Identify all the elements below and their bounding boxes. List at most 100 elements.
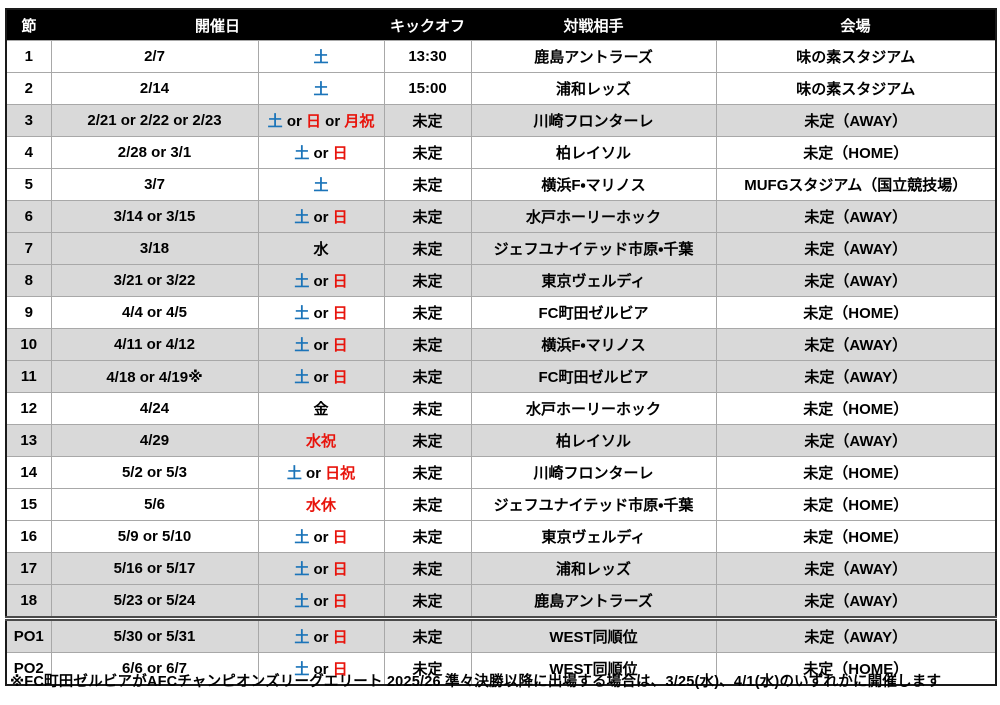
venue-cell: 未定（AWAY） [715,328,997,361]
round-cell: 1 [5,40,52,73]
day-of-week-text: 土 [294,593,310,610]
kickoff-cell: 13:30 [383,40,472,73]
date-cell: 4/4 or 4/5 [50,296,259,329]
opponent-cell: 川崎フロンターレ [470,456,717,489]
kickoff-cell: 未定 [383,360,472,393]
day-of-week-text: 日 [332,145,348,162]
round-cell: 10 [5,328,52,361]
day-cell: 土 or 日 [257,200,385,233]
day-of-week-text: 金 [313,401,329,418]
venue-cell: 味の素スタジアム [715,40,997,73]
venue-cell: 未定（AWAY） [715,552,997,585]
round-cell: 3 [5,104,52,137]
kickoff-cell: 未定 [383,136,472,169]
day-of-week-text: or [309,369,333,386]
round-cell: 4 [5,136,52,169]
date-cell: 2/7 [50,40,259,73]
venue-cell: 未定（HOME） [715,520,997,553]
day-cell: 土 [257,72,385,105]
day-cell: 土 [257,40,385,73]
table-row: 14 5/2 or 5/3 土 or 日祝 未定 川崎フロンターレ 未定（HOME） [5,456,997,489]
day-of-week-text: 日 [332,561,348,578]
round-cell: PO2 [5,652,52,686]
date-cell: 4/11 or 4/12 [50,328,259,361]
date-cell: 6/6 or 6/7 [50,652,259,686]
day-of-week-text: 土 [294,273,310,290]
table-row: 17 5/16 or 5/17 土 or 日未定 浦和レッズ 未定（AWAY） [5,552,997,585]
venue-cell: 未定（AWAY） [715,200,997,233]
kickoff-cell: 未定 [383,328,472,361]
table-row: 8 3/21 or 3/22 土 or 日未定 東京ヴェルディ 未定（AWAY） [5,264,997,297]
day-of-week-text: 土 [294,561,310,578]
date-cell: 5/9 or 5/10 [50,520,259,553]
day-of-week-text: or [309,561,333,578]
day-cell: 水 [257,232,385,265]
date-cell: 5/6 [50,488,259,521]
table-body: 1 2/7 土 13:30 鹿島アントラーズ 味の素スタジアム 2 2/14 土 15:00 浦和レ… [5,40,997,686]
kickoff-cell: 未定 [383,456,472,489]
table-header-row: 節 開催日 キックオフ 対戦相手 会場 [6,9,997,41]
day-of-week-text: 日 [332,661,348,678]
round-cell: PO1 [5,616,52,653]
day-of-week-text: or [309,337,333,354]
date-cell: 5/30 or 5/31 [50,616,259,653]
day-of-week-text: 土 [294,145,310,162]
round-cell: 15 [5,488,52,521]
opponent-cell: 柏レイソル [470,424,717,457]
kickoff-cell: 未定 [383,616,472,653]
round-cell: 16 [5,520,52,553]
venue-cell: 未定（HOME） [715,392,997,425]
day-cell: 土 or 日 [257,616,385,653]
kickoff-cell: 未定 [383,200,472,233]
opponent-cell: ジェフユナイテッド市原・千葉 [470,488,717,521]
opponent-cell: WEST同順位 [470,652,717,686]
day-of-week-text: or [309,593,333,610]
day-cell: 水休 [257,488,385,521]
venue-cell: 未定（HOME） [715,296,997,329]
table-row: 3 2/21 or 2/22 or 2/23 土 or 日 or 月祝 未定 川崎フロン… [5,104,997,137]
date-cell: 4/24 [50,392,259,425]
venue-cell: 未定（AWAY） [715,424,997,457]
venue-cell: 未定（HOME） [715,488,997,521]
table-row: 15 5/6 水休 未定 ジェフユナイテッド市原・千葉 未定（HOME） [5,488,997,521]
day-of-week-text: 水祝 [306,433,337,450]
venue-cell: 未定（HOME） [715,652,997,686]
date-cell: 5/23 or 5/24 [50,584,259,619]
kickoff-cell: 未定 [383,168,472,201]
round-cell: 13 [5,424,52,457]
col-header-date: 開催日 [51,9,385,41]
col-header-kickoff: キックオフ [384,9,472,41]
opponent-cell: 川崎フロンターレ [470,104,717,137]
table-row: 16 5/9 or 5/10 土 or 日未定 東京ヴェルディ 未定（HOME） [5,520,997,553]
col-header-venue: 会場 [716,9,997,41]
round-cell: 7 [5,232,52,265]
round-cell: 17 [5,552,52,585]
day-of-week-text: 水 [313,241,329,258]
kickoff-cell: 未定 [383,552,472,585]
opponent-cell: FC町田ゼルビア [470,360,717,393]
venue-cell: 未定（HOME） [715,136,997,169]
footnote: ※FC町田ゼルビアがAFCチャンピオンズリーグエリート 2025/26 準々決勝… [10,674,942,690]
table-row: 7 3/18 水 未定 ジェフユナイテッド市原・千葉 未定（AWAY） [5,232,997,265]
kickoff-cell: 15:00 [383,72,472,105]
day-of-week-text: or [321,113,345,130]
day-of-week-text: or [309,209,333,226]
venue-cell: 未定（HOME） [715,456,997,489]
day-of-week-text: 月祝 [344,113,375,130]
kickoff-cell: 未定 [383,424,472,457]
round-cell: 8 [5,264,52,297]
day-cell: 土 or 日 [257,584,385,619]
day-of-week-text: or [301,465,326,482]
opponent-cell: 浦和レッズ [470,552,717,585]
day-of-week-text: or [309,661,333,678]
opponent-cell: 浦和レッズ [470,72,717,105]
day-of-week-text: or [309,305,333,322]
venue-cell: 未定（AWAY） [715,104,997,137]
opponent-cell: 横浜F・マリノス [470,328,717,361]
day-of-week-text: 土 [294,305,310,322]
date-cell: 2/21 or 2/22 or 2/23 [50,104,259,137]
date-cell: 2/14 [50,72,259,105]
kickoff-cell: 未定 [383,232,472,265]
date-cell: 3/18 [50,232,259,265]
venue-cell: 未定（AWAY） [715,616,997,653]
